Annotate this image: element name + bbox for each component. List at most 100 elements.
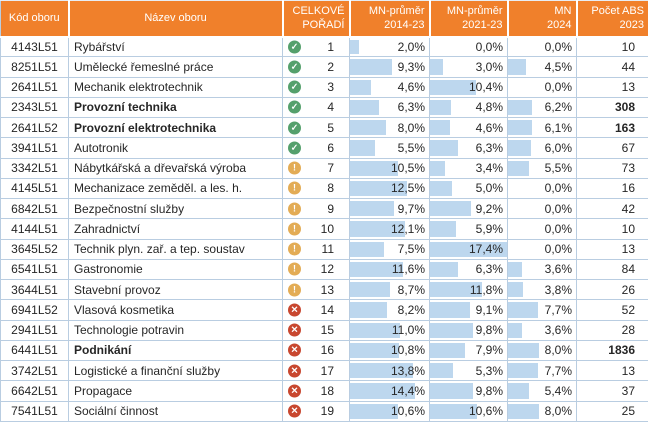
field-name-cell[interactable]: Propagace bbox=[68, 380, 283, 402]
overall-rank-cell[interactable]: ✓ 6 bbox=[282, 137, 350, 159]
field-code-cell[interactable]: 6541L51 bbox=[0, 259, 69, 281]
header-mn-avg-2014-23[interactable]: MN-průměr 2014-23 bbox=[349, 0, 431, 38]
mn-2024-cell[interactable]: 0,0% bbox=[507, 36, 577, 58]
mn-avg-2021-23-cell[interactable]: 9,1% bbox=[429, 299, 508, 321]
overall-rank-cell[interactable]: ✕ 15 bbox=[282, 320, 350, 341]
overall-rank-cell[interactable]: ! 9 bbox=[282, 198, 350, 220]
abs-count-cell[interactable]: 44 bbox=[576, 56, 648, 78]
field-code-cell[interactable]: 2641L51 bbox=[0, 77, 69, 98]
field-code-cell[interactable]: 4143L51 bbox=[0, 36, 69, 58]
mn-avg-2021-23-cell[interactable]: 3,4% bbox=[429, 158, 508, 179]
mn-avg-2021-23-cell[interactable]: 9,2% bbox=[429, 198, 508, 220]
field-name-cell[interactable]: Logistické a finanční služby bbox=[68, 360, 283, 382]
field-name-cell[interactable]: Podnikání bbox=[68, 340, 283, 362]
field-name-cell[interactable]: Stavební provoz bbox=[68, 279, 283, 301]
overall-rank-cell[interactable]: ! 12 bbox=[282, 259, 350, 281]
overall-rank-cell[interactable]: ✓ 5 bbox=[282, 117, 350, 139]
mn-2024-cell[interactable]: 8,0% bbox=[507, 340, 577, 362]
overall-rank-cell[interactable]: ✕ 17 bbox=[282, 360, 350, 382]
mn-avg-2014-23-cell[interactable]: 11,0% bbox=[349, 320, 430, 341]
overall-rank-cell[interactable]: ✓ 2 bbox=[282, 56, 350, 78]
abs-count-cell[interactable]: 37 bbox=[576, 380, 648, 402]
abs-count-cell[interactable]: 67 bbox=[576, 137, 648, 159]
mn-avg-2021-23-cell[interactable]: 4,8% bbox=[429, 97, 508, 119]
field-code-cell[interactable]: 3342L51 bbox=[0, 158, 69, 179]
field-name-cell[interactable]: Bezpečnostní služby bbox=[68, 198, 283, 220]
header-mn-2024[interactable]: MN 2024 bbox=[507, 0, 578, 38]
field-name-cell[interactable]: Gastronomie bbox=[68, 259, 283, 281]
mn-avg-2014-23-cell[interactable]: 10,6% bbox=[349, 401, 430, 422]
mn-avg-2021-23-cell[interactable]: 5,0% bbox=[429, 178, 508, 200]
mn-avg-2021-23-cell[interactable]: 10,4% bbox=[429, 77, 508, 98]
abs-count-cell[interactable]: 28 bbox=[576, 320, 648, 341]
field-code-cell[interactable]: 2941L51 bbox=[0, 320, 69, 341]
overall-rank-cell[interactable]: ✕ 16 bbox=[282, 340, 350, 362]
mn-avg-2021-23-cell[interactable]: 6,3% bbox=[429, 259, 508, 281]
field-code-cell[interactable]: 3941L51 bbox=[0, 137, 69, 159]
abs-count-cell[interactable]: 13 bbox=[576, 360, 648, 382]
field-name-cell[interactable]: Umělecké řemeslné práce bbox=[68, 56, 283, 78]
abs-count-cell[interactable]: 84 bbox=[576, 259, 648, 281]
mn-avg-2021-23-cell[interactable]: 17,4% bbox=[429, 239, 508, 260]
field-code-cell[interactable]: 3742L51 bbox=[0, 360, 69, 382]
field-name-cell[interactable]: Technologie potravin bbox=[68, 320, 283, 341]
mn-avg-2014-23-cell[interactable]: 9,7% bbox=[349, 198, 430, 220]
overall-rank-cell[interactable]: ✓ 3 bbox=[282, 77, 350, 98]
overall-rank-cell[interactable]: ✕ 19 bbox=[282, 401, 350, 422]
mn-2024-cell[interactable]: 0,0% bbox=[507, 218, 577, 240]
abs-count-cell[interactable]: 26 bbox=[576, 279, 648, 301]
mn-avg-2021-23-cell[interactable]: 6,3% bbox=[429, 137, 508, 159]
overall-rank-cell[interactable]: ✕ 14 bbox=[282, 299, 350, 321]
field-name-cell[interactable]: Sociální činnost bbox=[68, 401, 283, 422]
mn-avg-2021-23-cell[interactable]: 5,9% bbox=[429, 218, 508, 240]
field-name-cell[interactable]: Mechanik elektrotechnik bbox=[68, 77, 283, 98]
mn-2024-cell[interactable]: 0,0% bbox=[507, 77, 577, 98]
field-code-cell[interactable]: 6441L51 bbox=[0, 340, 69, 362]
mn-2024-cell[interactable]: 6,2% bbox=[507, 97, 577, 119]
header-overall-rank[interactable]: CELKOVÉ POŘADÍ bbox=[282, 0, 351, 38]
field-code-cell[interactable]: 6842L51 bbox=[0, 198, 69, 220]
mn-avg-2021-23-cell[interactable]: 0,0% bbox=[429, 36, 508, 58]
field-code-cell[interactable]: 2343L51 bbox=[0, 97, 69, 119]
mn-avg-2021-23-cell[interactable]: 9,8% bbox=[429, 320, 508, 341]
field-name-cell[interactable]: Rybářství bbox=[68, 36, 283, 58]
mn-avg-2014-23-cell[interactable]: 8,2% bbox=[349, 299, 430, 321]
overall-rank-cell[interactable]: ! 10 bbox=[282, 218, 350, 240]
mn-2024-cell[interactable]: 6,1% bbox=[507, 117, 577, 139]
mn-avg-2014-23-cell[interactable]: 9,3% bbox=[349, 56, 430, 78]
mn-2024-cell[interactable]: 0,0% bbox=[507, 198, 577, 220]
overall-rank-cell[interactable]: ! 13 bbox=[282, 279, 350, 301]
header-name[interactable]: Název oboru bbox=[68, 0, 284, 38]
field-code-cell[interactable]: 6642L51 bbox=[0, 380, 69, 402]
mn-2024-cell[interactable]: 3,6% bbox=[507, 320, 577, 341]
field-name-cell[interactable]: Vlasová kosmetika bbox=[68, 299, 283, 321]
field-code-cell[interactable]: 2641L52 bbox=[0, 117, 69, 139]
overall-rank-cell[interactable]: ✓ 4 bbox=[282, 97, 350, 119]
mn-avg-2014-23-cell[interactable]: 13,8% bbox=[349, 360, 430, 382]
mn-2024-cell[interactable]: 8,0% bbox=[507, 401, 577, 422]
field-code-cell[interactable]: 8251L51 bbox=[0, 56, 69, 78]
mn-avg-2014-23-cell[interactable]: 5,5% bbox=[349, 137, 430, 159]
mn-avg-2014-23-cell[interactable]: 8,7% bbox=[349, 279, 430, 301]
field-code-cell[interactable]: 3644L51 bbox=[0, 279, 69, 301]
mn-avg-2014-23-cell[interactable]: 6,3% bbox=[349, 97, 430, 119]
mn-2024-cell[interactable]: 3,8% bbox=[507, 279, 577, 301]
mn-avg-2021-23-cell[interactable]: 3,0% bbox=[429, 56, 508, 78]
abs-count-cell[interactable]: 10 bbox=[576, 218, 648, 240]
header-code[interactable]: Kód oboru bbox=[0, 0, 70, 38]
field-name-cell[interactable]: Nábytkářská a dřevařská výroba bbox=[68, 158, 283, 179]
field-name-cell[interactable]: Provozní elektrotechnika bbox=[68, 117, 283, 139]
abs-count-cell[interactable]: 52 bbox=[576, 299, 648, 321]
mn-2024-cell[interactable]: 0,0% bbox=[507, 178, 577, 200]
mn-avg-2014-23-cell[interactable]: 7,5% bbox=[349, 239, 430, 260]
mn-avg-2021-23-cell[interactable]: 4,6% bbox=[429, 117, 508, 139]
abs-count-cell[interactable]: 163 bbox=[576, 117, 648, 139]
mn-2024-cell[interactable]: 6,0% bbox=[507, 137, 577, 159]
field-name-cell[interactable]: Autotronik bbox=[68, 137, 283, 159]
field-name-cell[interactable]: Mechanizace zeměděl. a les. h. bbox=[68, 178, 283, 200]
mn-avg-2021-23-cell[interactable]: 5,3% bbox=[429, 360, 508, 382]
mn-avg-2021-23-cell[interactable]: 11,8% bbox=[429, 279, 508, 301]
abs-count-cell[interactable]: 73 bbox=[576, 158, 648, 179]
header-abs-count-2023[interactable]: Počet ABS 2023 bbox=[576, 0, 648, 38]
overall-rank-cell[interactable]: ! 7 bbox=[282, 158, 350, 179]
